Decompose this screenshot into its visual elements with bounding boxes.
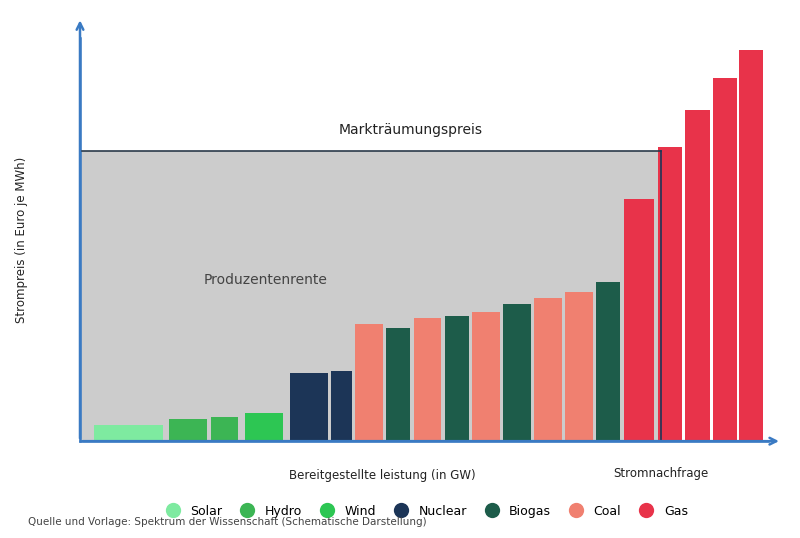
Bar — [623, 199, 654, 441]
Bar — [210, 417, 238, 441]
Bar — [245, 413, 283, 441]
Bar — [534, 298, 562, 441]
Text: Produzentenrente: Produzentenrente — [204, 273, 328, 287]
Bar — [170, 419, 207, 441]
Bar — [94, 425, 162, 441]
Bar — [503, 304, 530, 441]
Bar — [658, 147, 682, 441]
Text: Markträumungspreis: Markträumungspreis — [338, 123, 482, 137]
Bar — [686, 110, 710, 441]
Bar — [472, 312, 500, 441]
Bar — [355, 324, 382, 441]
Bar — [445, 316, 469, 441]
Bar — [596, 282, 620, 441]
Bar — [739, 50, 763, 441]
Text: Strompreis (in Euro je MWh): Strompreis (in Euro je MWh) — [15, 156, 28, 323]
Legend: Solar, Hydro, Wind, Nuclear, Biogas, Coal, Gas: Solar, Hydro, Wind, Nuclear, Biogas, Coa… — [155, 500, 693, 523]
Text: Stromnachfrage: Stromnachfrage — [614, 468, 709, 480]
Text: Bereitgestellte leistung (in GW): Bereitgestellte leistung (in GW) — [290, 469, 476, 483]
Bar — [80, 151, 662, 441]
Bar — [331, 371, 352, 441]
Bar — [386, 328, 410, 441]
Text: Quelle und Vorlage: Spektrum der Wissenschaft (Schematische Darstellung): Quelle und Vorlage: Spektrum der Wissens… — [28, 517, 426, 527]
Bar — [565, 292, 593, 441]
Bar — [713, 78, 737, 441]
Bar — [290, 372, 328, 441]
Bar — [414, 318, 442, 441]
